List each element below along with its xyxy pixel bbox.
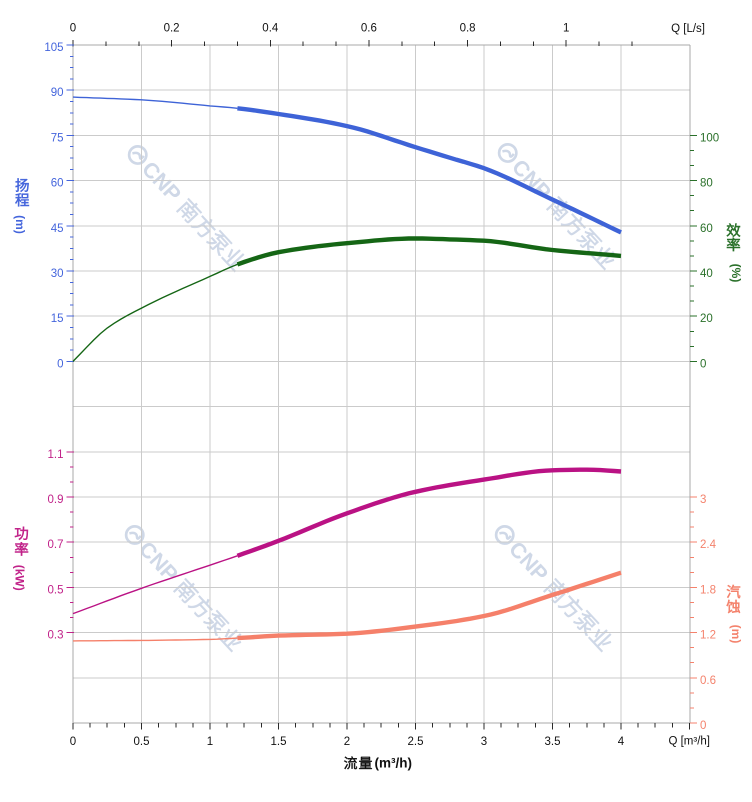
svg-text:15: 15 — [51, 313, 64, 325]
svg-text:4: 4 — [618, 736, 625, 748]
svg-text:60: 60 — [700, 223, 713, 235]
svg-text:80: 80 — [700, 178, 713, 190]
svg-text:3.5: 3.5 — [545, 736, 561, 748]
svg-text:(m): (m) — [729, 625, 743, 644]
svg-text:100: 100 — [700, 132, 719, 144]
svg-text:1.5: 1.5 — [271, 736, 287, 748]
svg-text:0.5: 0.5 — [48, 584, 64, 596]
svg-text:0: 0 — [700, 358, 706, 370]
svg-text:2.5: 2.5 — [408, 736, 424, 748]
svg-text:0.8: 0.8 — [460, 23, 476, 35]
svg-text:0.4: 0.4 — [262, 23, 279, 35]
svg-text:1.1: 1.1 — [48, 449, 64, 461]
svg-text:0: 0 — [700, 720, 706, 732]
svg-text:0: 0 — [70, 23, 76, 35]
svg-text:105: 105 — [44, 42, 63, 54]
svg-text:20: 20 — [700, 313, 713, 325]
svg-text:90: 90 — [51, 87, 64, 99]
svg-text:0.3: 0.3 — [48, 630, 64, 642]
svg-text:1.8: 1.8 — [700, 584, 716, 596]
svg-text:2: 2 — [344, 736, 350, 748]
svg-text:0: 0 — [70, 736, 76, 748]
svg-text:0.9: 0.9 — [48, 494, 64, 506]
svg-text:0.7: 0.7 — [48, 539, 64, 551]
svg-text:30: 30 — [51, 268, 64, 280]
svg-text:0.5: 0.5 — [134, 736, 150, 748]
svg-text:2.4: 2.4 — [700, 539, 717, 551]
svg-text:75: 75 — [51, 132, 64, 144]
svg-text:45: 45 — [51, 223, 64, 235]
svg-text:Q [m³/h]: Q [m³/h] — [668, 736, 710, 748]
svg-text:1: 1 — [563, 23, 569, 35]
svg-text:0.6: 0.6 — [700, 675, 716, 687]
svg-text:(m³/h): (m³/h) — [375, 756, 413, 771]
svg-text:1.2: 1.2 — [700, 630, 716, 642]
svg-text:3: 3 — [481, 736, 487, 748]
svg-text:Q [L/s]: Q [L/s] — [671, 23, 705, 35]
svg-text:0: 0 — [57, 358, 63, 370]
svg-text:1: 1 — [207, 736, 213, 748]
svg-text:60: 60 — [51, 178, 64, 190]
svg-text:(kW): (kW) — [13, 565, 27, 591]
svg-text:0.2: 0.2 — [164, 23, 180, 35]
svg-text:0.6: 0.6 — [361, 23, 377, 35]
svg-text:40: 40 — [700, 268, 713, 280]
svg-text:3: 3 — [700, 494, 706, 506]
svg-text:(m): (m) — [13, 215, 27, 234]
svg-text:(%): (%) — [729, 264, 743, 283]
